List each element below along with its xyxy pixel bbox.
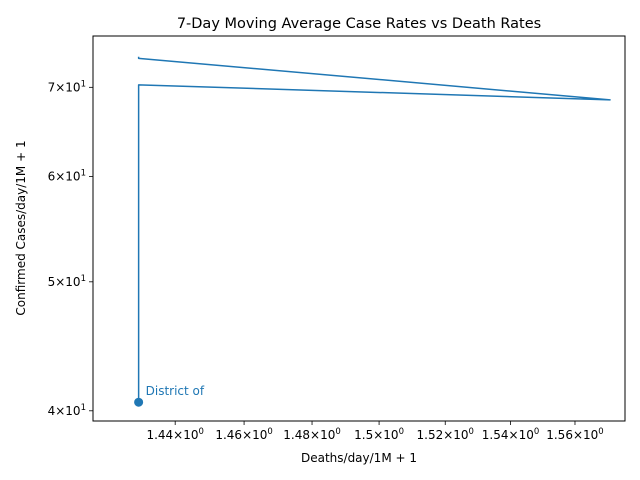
y-tick-label-3: 7×101 — [48, 79, 86, 94]
x-tick-label-3: 1.5×100 — [354, 427, 404, 442]
annotation-label: District of — [146, 384, 205, 398]
x-tick-label-4: 1.52×100 — [417, 427, 474, 442]
x-tick-label-5: 1.54×100 — [482, 427, 539, 442]
x-axis-label: Deaths/day/1M + 1 — [301, 451, 417, 465]
y-tick-label-2: 6×101 — [48, 168, 86, 183]
x-tick-label-0: 1.44×100 — [146, 427, 203, 442]
y-tick-label-1: 5×101 — [48, 274, 86, 289]
y-axis-ticks: 4×101 5×101 6×101 7×101 — [48, 79, 93, 418]
series-layer — [137, 56, 611, 403]
x-tick-label-6: 1.56×100 — [546, 427, 603, 442]
series-line-0 — [137, 56, 611, 403]
chart-title: 7-Day Moving Average Case Rates vs Death… — [177, 16, 541, 32]
y-axis-label: Confirmed Cases/day/1M + 1 — [14, 140, 28, 315]
x-axis-ticks: 1.44×100 1.46×100 1.48×100 1.5×100 1.52×100 1… — [146, 421, 604, 442]
plot-frame — [92, 35, 626, 422]
endpoint-marker — [134, 397, 144, 407]
x-tick-label-1: 1.46×100 — [215, 427, 272, 442]
y-tick-label-0: 4×101 — [48, 403, 86, 418]
marker-layer — [134, 397, 144, 407]
x-tick-label-2: 1.48×100 — [283, 427, 340, 442]
